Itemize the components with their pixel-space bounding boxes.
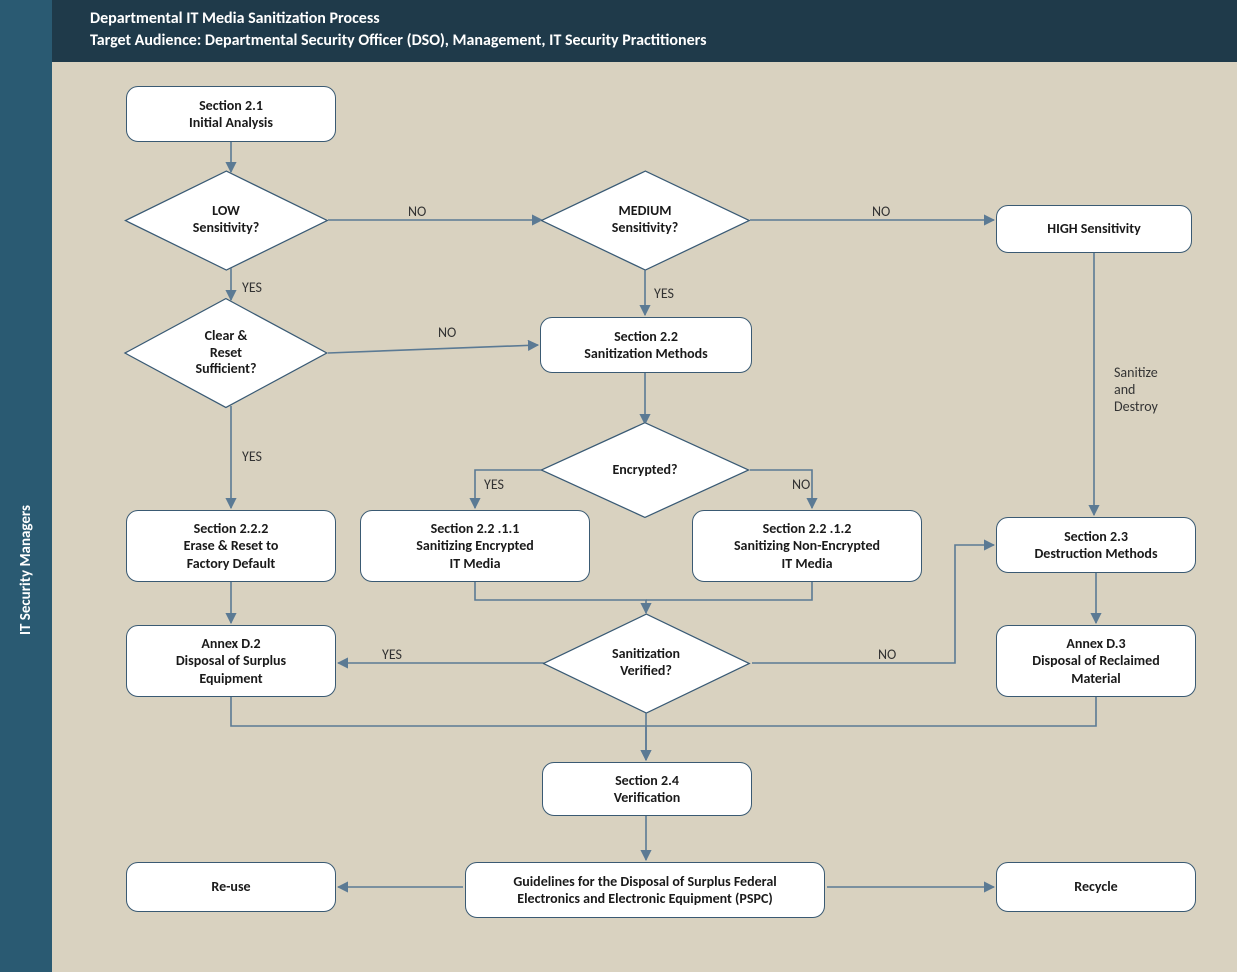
node-n8: Annex D.2 Disposal of Surplus Equipment: [126, 625, 336, 697]
edge-label: YES: [242, 448, 262, 465]
node-n3: Section 2.2 Sanitization Methods: [540, 317, 752, 373]
edge-label: NO: [872, 203, 890, 220]
decision-d2: MEDIUM Sensitivity?: [540, 170, 750, 270]
edge-label: Sanitize and Destroy: [1114, 364, 1158, 415]
header-subtitle: Target Audience: Departmental Security O…: [90, 30, 1199, 52]
sidebar: IT Security Managers: [0, 0, 52, 972]
edge-label: YES: [242, 279, 262, 296]
edge-label: NO: [408, 203, 426, 220]
edge-label: YES: [654, 285, 674, 302]
edge-label: NO: [792, 476, 810, 493]
edge-label: YES: [484, 476, 504, 493]
decision-d3: Clear & Reset Sufficient?: [124, 298, 328, 408]
node-n9: Annex D.3 Disposal of Reclaimed Material: [996, 625, 1196, 697]
decision-d5: Sanitization Verified?: [542, 613, 750, 713]
node-n4: Section 2.2.2 Erase & Reset to Factory D…: [126, 510, 336, 582]
node-n1: Section 2.1 Initial Analysis: [126, 86, 336, 142]
decision-d1: LOW Sensitivity?: [124, 170, 328, 270]
node-n2: HIGH Sensitivity: [996, 205, 1192, 253]
node-n11: Re-use: [126, 862, 336, 912]
edge-label: NO: [438, 324, 456, 341]
header-title: Departmental IT Media Sanitization Proce…: [90, 8, 1199, 30]
edge-label: NO: [878, 646, 896, 663]
node-n10: Section 2.4 Verification: [542, 762, 752, 816]
node-n6: Section 2.2 .1.2 Sanitizing Non-Encrypte…: [692, 510, 922, 582]
flowchart-canvas: Section 2.1 Initial Analysis LOW Sensitiv…: [52, 62, 1237, 972]
node-n12: Guidelines for the Disposal of Surplus F…: [465, 862, 825, 918]
decision-d4: Encrypted?: [540, 422, 750, 518]
header: Departmental IT Media Sanitization Proce…: [52, 0, 1237, 62]
node-n5: Section 2.2 .1.1 Sanitizing Encrypted IT…: [360, 510, 590, 582]
node-n7: Section 2.3 Destruction Methods: [996, 517, 1196, 573]
node-n13: Recycle: [996, 862, 1196, 912]
sidebar-label: IT Security Managers: [17, 505, 35, 635]
edge-label: YES: [382, 646, 402, 663]
